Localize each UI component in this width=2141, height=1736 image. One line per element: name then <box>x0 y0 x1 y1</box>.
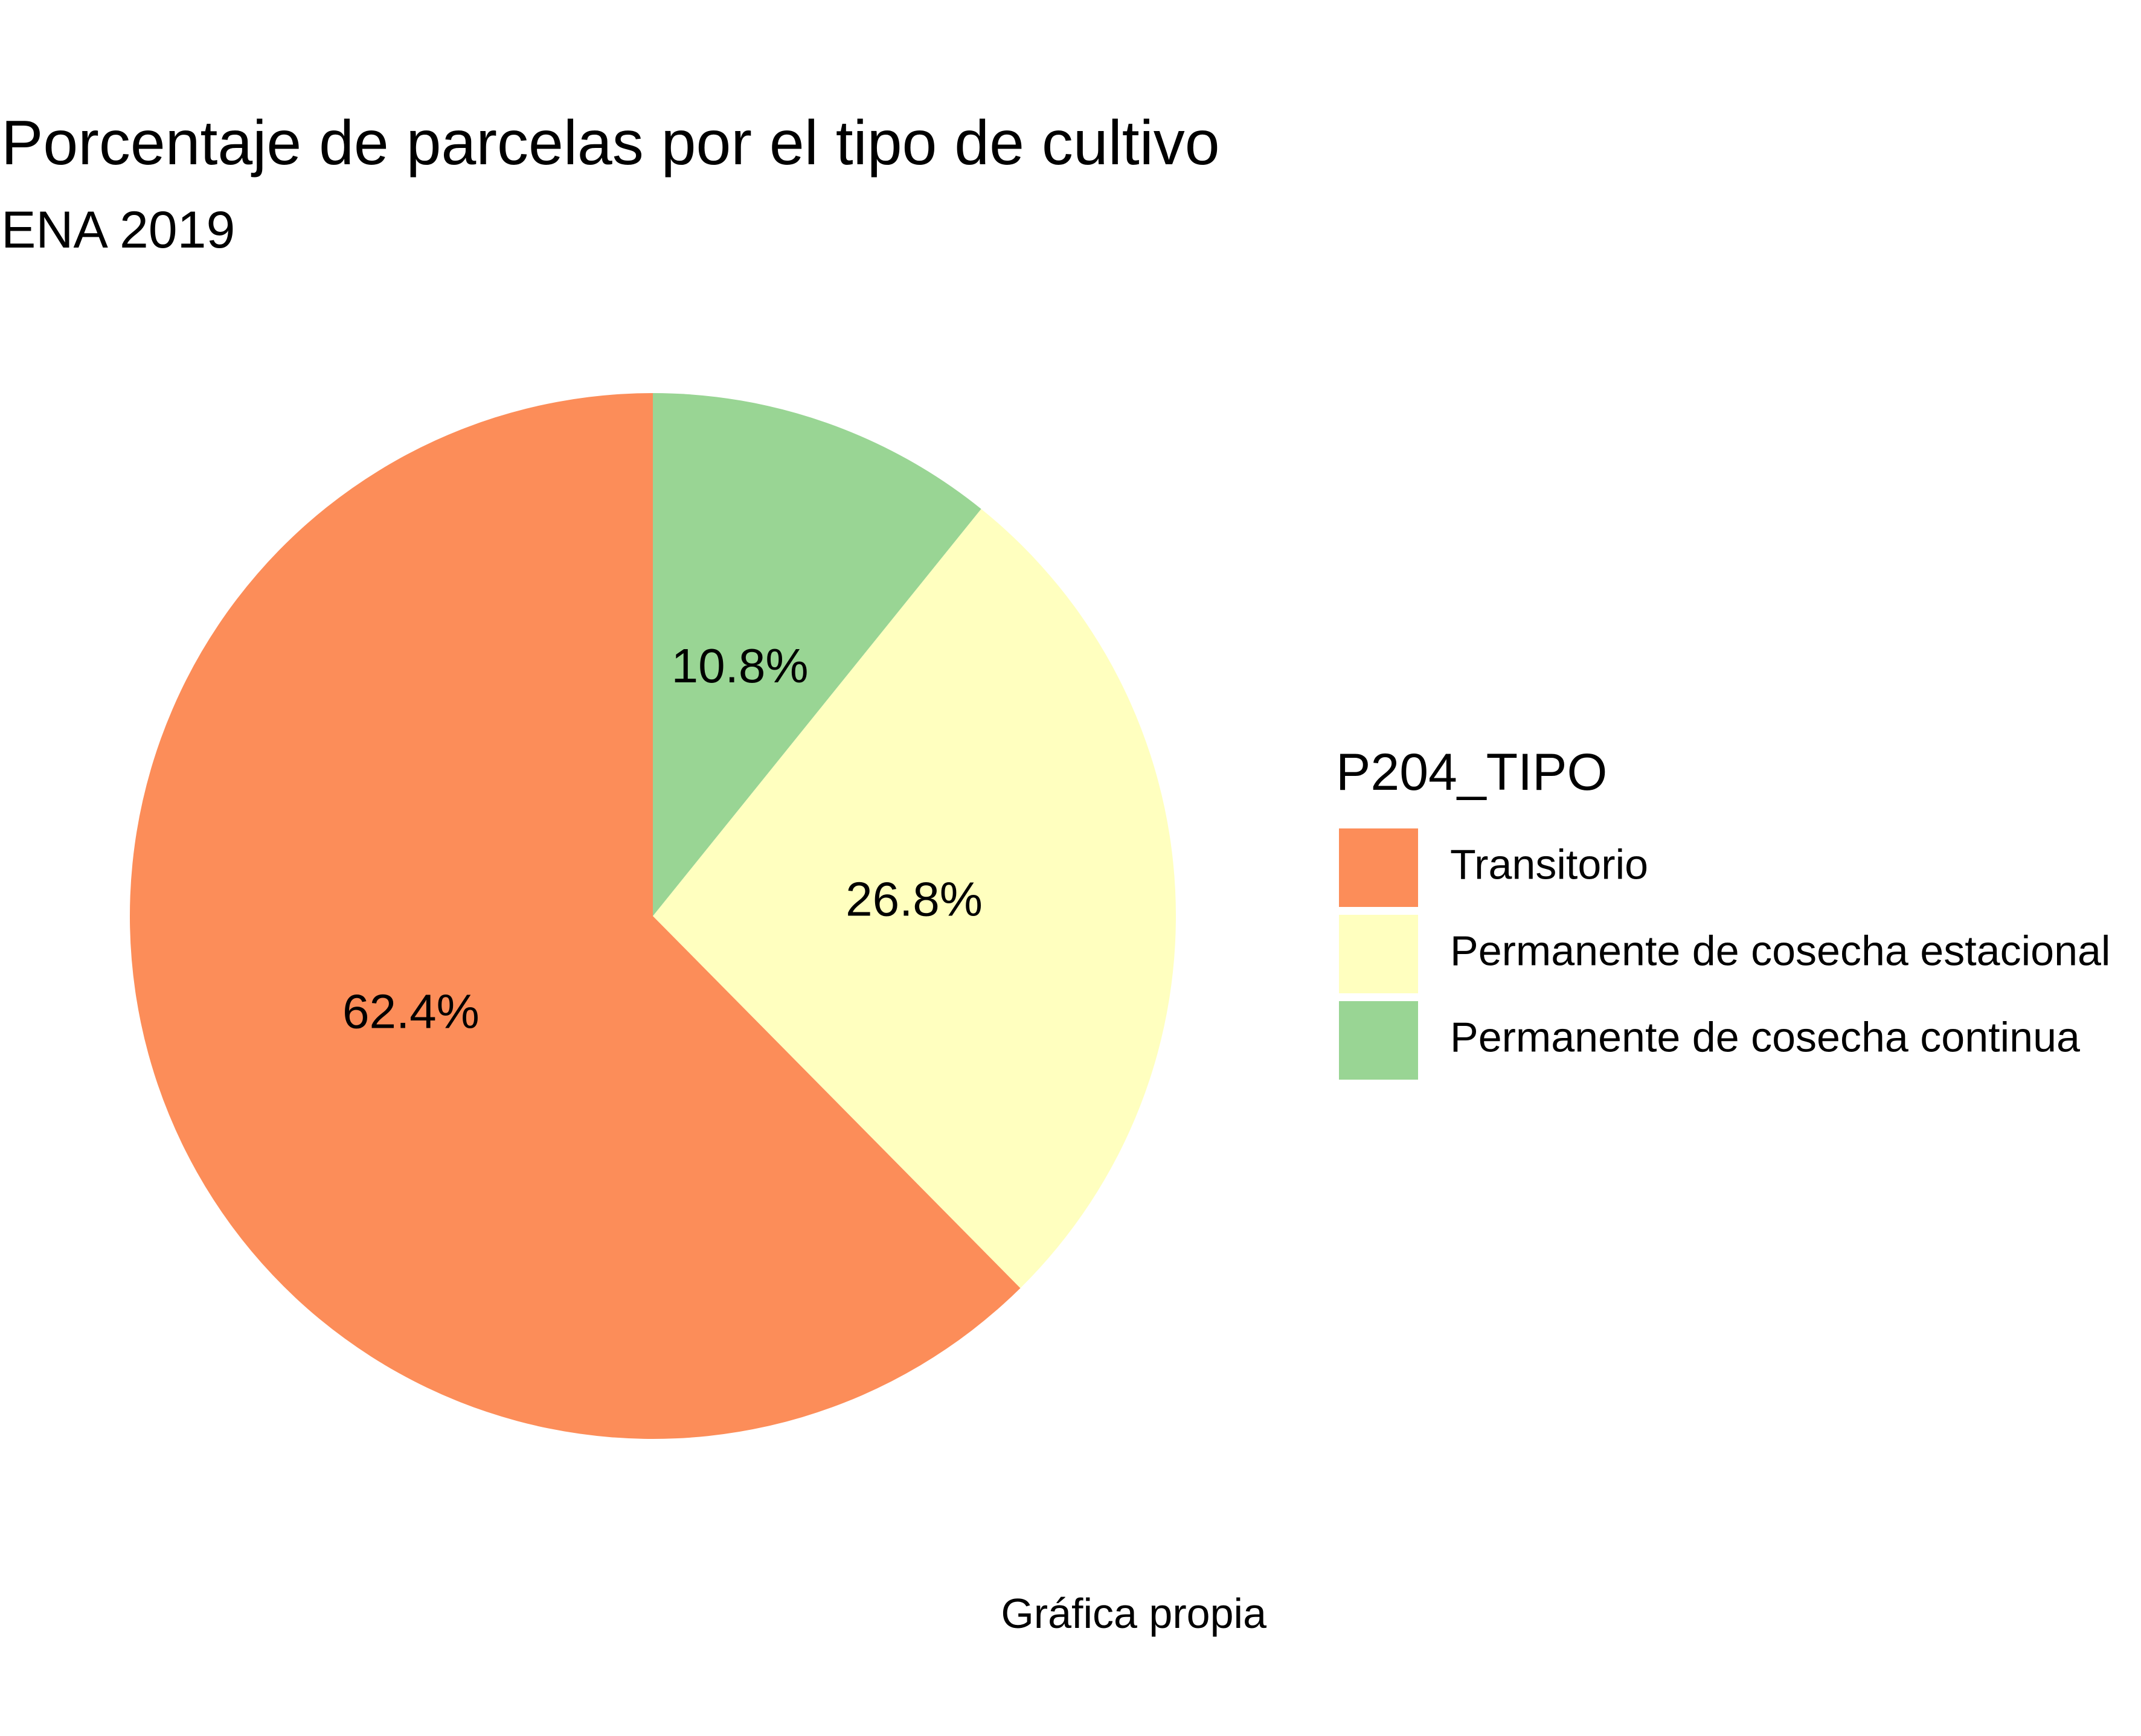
legend-label-3: Permanente de cosecha continua <box>1450 1013 2080 1060</box>
legend: P204_TIPO Transitorio Permanente de cosec… <box>1336 743 2110 1080</box>
legend-items: Transitorio Permanente de cosecha estacio… <box>1339 828 2110 1080</box>
legend-label-1: Transitorio <box>1450 841 1648 888</box>
legend-key-1 <box>1339 828 1418 907</box>
pie-slices <box>129 393 1176 1439</box>
legend-key-3 <box>1339 1001 1418 1080</box>
legend-label-2: Permanente de cosecha estacional <box>1450 927 2110 974</box>
pie-value-label-3: 10.8% <box>672 639 809 693</box>
pie-value-label-2: 26.8% <box>846 872 983 926</box>
chart-caption: Gráfica propia <box>1001 1590 1266 1637</box>
pie-slice-1 <box>129 393 1021 1439</box>
pie-value-labels: 62.4% 26.8% 10.8% <box>342 639 983 1039</box>
legend-title: P204_TIPO <box>1336 743 1607 801</box>
pie-slice-3 <box>653 393 981 916</box>
pie-slice-2 <box>653 508 1176 1289</box>
pie-value-label-1: 62.4% <box>342 985 480 1039</box>
chart-subtitle: ENA 2019 <box>1 201 235 259</box>
chart-title: Porcentaje de parcelas por el tipo de cu… <box>1 108 1220 178</box>
legend-key-2 <box>1339 915 1418 993</box>
